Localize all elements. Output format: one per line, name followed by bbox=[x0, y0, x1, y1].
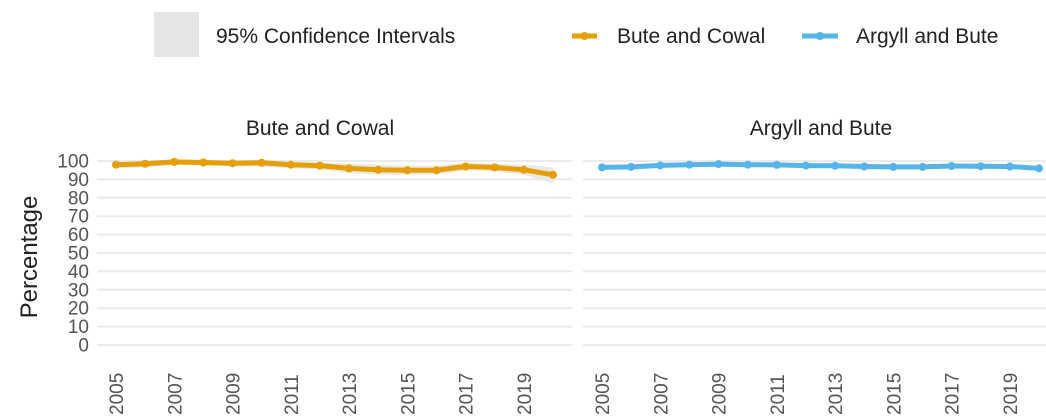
data-point-left bbox=[374, 165, 383, 174]
y-tick-label: 20 bbox=[68, 299, 89, 320]
series-line-right bbox=[599, 161, 1042, 171]
data-point-right bbox=[1035, 164, 1043, 173]
y-tick-label: 50 bbox=[68, 244, 89, 265]
data-point-right bbox=[831, 161, 840, 170]
x-tick-label: 2019 bbox=[515, 373, 536, 415]
y-tick-label: 100 bbox=[57, 152, 89, 173]
data-point-left bbox=[461, 162, 470, 171]
data-point-right bbox=[1005, 162, 1014, 171]
x-tick-label: 2017 bbox=[943, 373, 964, 415]
facet-title-right: Argyll and Bute bbox=[750, 117, 892, 140]
x-tick-label: 2015 bbox=[884, 373, 905, 415]
data-point-right bbox=[598, 163, 606, 172]
data-point-left bbox=[345, 164, 354, 173]
x-tick-label: 2011 bbox=[282, 374, 303, 415]
x-tick-labels: 2005 2007 2009 2011 2013 2015 2017 2019 2005 2007… bbox=[107, 373, 1022, 415]
y-axis-label: Percentage bbox=[16, 196, 43, 319]
y-tick-label: 30 bbox=[68, 280, 89, 301]
legend-ci-swatch bbox=[154, 12, 199, 57]
data-point-left bbox=[315, 161, 324, 170]
data-point-left bbox=[286, 160, 295, 169]
x-tick-label: 2013 bbox=[826, 373, 847, 415]
legend-series-1-marker bbox=[816, 32, 824, 40]
grid-layer bbox=[97, 160, 1046, 346]
legend-series-1-label: Argyll and Bute bbox=[856, 25, 998, 48]
ci-band-left bbox=[116, 161, 553, 184]
data-point-right bbox=[714, 160, 723, 169]
x-tick-label: 2013 bbox=[340, 373, 361, 415]
series-points bbox=[112, 157, 1043, 179]
data-point-right bbox=[889, 162, 898, 171]
data-point-right bbox=[685, 160, 694, 169]
x-tick-label: 2007 bbox=[651, 373, 672, 415]
data-point-left bbox=[141, 159, 150, 168]
data-point-left bbox=[112, 160, 120, 169]
y-tick-label: 80 bbox=[68, 188, 89, 209]
x-tick-label: 2009 bbox=[710, 373, 731, 415]
data-point-right bbox=[656, 161, 665, 170]
data-point-right bbox=[947, 162, 956, 170]
series-lines bbox=[113, 159, 1042, 178]
x-tick-label: 2017 bbox=[457, 373, 478, 415]
data-point-right bbox=[772, 160, 781, 169]
x-tick-label: 2015 bbox=[398, 373, 419, 415]
y-tick-label: 40 bbox=[68, 262, 89, 283]
legend: 95% Confidence Intervals Bute and Cowal … bbox=[154, 12, 998, 57]
facet-title-left: Bute and Cowal bbox=[246, 117, 394, 140]
x-tick-label: 2019 bbox=[1001, 373, 1022, 415]
x-tick-label: 2005 bbox=[593, 373, 614, 415]
data-point-left bbox=[199, 158, 208, 167]
y-tick-label: 10 bbox=[68, 317, 89, 338]
data-point-right bbox=[801, 161, 810, 170]
legend-series-0-label: Bute and Cowal bbox=[617, 25, 765, 48]
legend-series-0-marker bbox=[580, 32, 589, 40]
data-point-left bbox=[519, 165, 528, 174]
data-point-right bbox=[918, 162, 927, 171]
data-point-left bbox=[490, 163, 499, 172]
data-point-left bbox=[228, 159, 237, 168]
y-tick-label: 60 bbox=[68, 225, 89, 246]
y-tick-label: 0 bbox=[78, 336, 89, 357]
data-point-left bbox=[432, 166, 441, 175]
legend-ci-label: 95% Confidence Intervals bbox=[216, 25, 455, 48]
x-tick-label: 2007 bbox=[165, 373, 186, 415]
data-point-left bbox=[403, 166, 412, 175]
x-tick-label: 2005 bbox=[107, 373, 128, 415]
series-line-left bbox=[113, 159, 556, 178]
data-point-left bbox=[549, 170, 557, 179]
data-point-right bbox=[627, 162, 636, 171]
data-point-right bbox=[743, 160, 752, 169]
x-tick-label: 2009 bbox=[224, 373, 245, 415]
y-tick-label: 90 bbox=[68, 170, 89, 191]
y-tick-label: 70 bbox=[68, 207, 89, 228]
x-tick-label: 2011 bbox=[768, 374, 789, 415]
data-point-right bbox=[860, 162, 869, 171]
data-point-left bbox=[170, 157, 179, 166]
data-point-right bbox=[976, 162, 985, 171]
data-point-left bbox=[257, 158, 266, 167]
